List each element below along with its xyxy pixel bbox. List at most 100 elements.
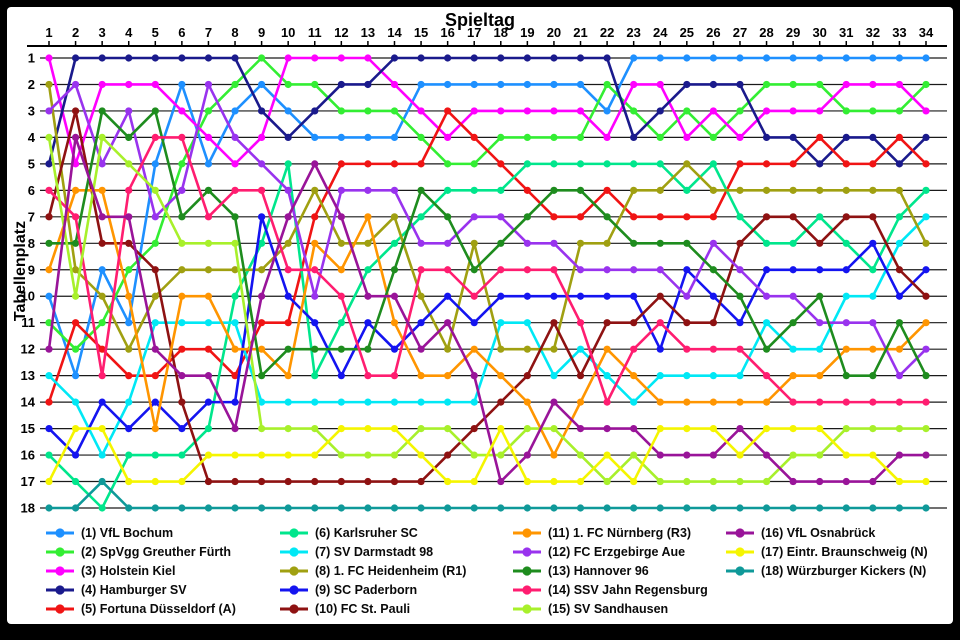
data-point — [258, 54, 266, 62]
data-point — [178, 345, 186, 353]
data-point — [71, 398, 80, 406]
data-point — [337, 345, 345, 353]
x-tick-label: 24 — [653, 25, 668, 40]
data-point — [630, 160, 638, 168]
data-point — [444, 54, 452, 62]
data-point — [736, 133, 744, 142]
data-point — [550, 451, 558, 459]
data-point — [497, 107, 505, 115]
series-line — [47, 109, 927, 483]
data-point — [45, 477, 53, 486]
data-point — [151, 107, 159, 115]
y-tick-label: 15 — [21, 421, 35, 436]
data-point — [258, 319, 266, 327]
chart-canvas: Spieltag Tabellenplatz 1 2 3 4 5 6 7 8 9 10 11 12 13… — [7, 7, 953, 624]
data-point — [789, 398, 797, 406]
series-16 — [45, 133, 930, 486]
data-point — [709, 451, 717, 459]
data-point — [523, 54, 531, 62]
series-9 — [45, 213, 930, 459]
data-point — [390, 477, 399, 486]
data-point — [151, 266, 159, 274]
data-point — [762, 133, 771, 142]
data-point — [523, 345, 531, 353]
data-point — [258, 107, 266, 115]
data-point — [98, 292, 106, 300]
data-point — [284, 504, 292, 512]
data-point — [284, 266, 292, 274]
data-point — [736, 80, 744, 89]
data-point — [444, 133, 452, 142]
data-point — [895, 80, 904, 89]
data-point — [789, 54, 797, 62]
data-point — [762, 424, 771, 433]
x-tick-label: 1 — [45, 25, 52, 40]
data-point — [178, 424, 186, 433]
data-point — [417, 345, 425, 353]
data-point — [523, 372, 531, 380]
data-point — [204, 239, 213, 247]
data-point — [630, 451, 638, 459]
data-point — [284, 477, 292, 486]
data-point — [895, 186, 904, 194]
data-point — [151, 398, 159, 406]
data-point — [895, 372, 904, 380]
data-point — [417, 133, 425, 142]
data-point — [550, 504, 558, 512]
data-point — [550, 133, 558, 142]
data-point — [178, 133, 186, 142]
data-point — [869, 160, 877, 168]
x-tick-label: 6 — [178, 25, 185, 40]
legend-item: (2) SpVgg Greuther Fürth — [45, 544, 236, 559]
data-point — [709, 398, 717, 406]
data-point — [470, 80, 478, 89]
data-point — [842, 266, 850, 274]
data-point — [709, 133, 717, 142]
data-point — [364, 54, 372, 62]
data-point — [311, 477, 319, 486]
series-line — [49, 109, 928, 377]
data-point — [709, 213, 717, 221]
data-point — [390, 372, 399, 380]
x-tick-label: 14 — [387, 25, 402, 40]
x-tick-label: 12 — [334, 25, 348, 40]
x-tick-label: 3 — [99, 25, 106, 40]
legend-item: (4) Hamburger SV — [45, 582, 236, 597]
data-point — [337, 424, 345, 433]
data-point — [497, 372, 505, 380]
data-point — [364, 266, 372, 274]
data-point — [842, 186, 850, 194]
x-tick-label: 15 — [414, 25, 428, 40]
legend-marker-icon — [280, 603, 308, 614]
data-point — [178, 186, 186, 194]
data-point — [444, 239, 452, 247]
data-point — [683, 160, 691, 168]
data-point — [656, 266, 664, 274]
data-point — [284, 213, 292, 221]
data-point — [231, 266, 239, 274]
data-point — [576, 424, 585, 433]
data-point — [816, 372, 824, 380]
data-point — [364, 451, 372, 459]
series-10 — [45, 107, 930, 486]
data-point — [683, 107, 691, 115]
data-point — [736, 398, 744, 406]
data-point — [178, 80, 186, 89]
data-point — [390, 292, 399, 300]
data-point — [762, 80, 771, 89]
data-point — [869, 477, 877, 486]
data-point — [311, 451, 319, 459]
data-point — [869, 424, 877, 433]
data-point — [125, 345, 133, 353]
data-point — [497, 424, 505, 433]
data-point — [390, 186, 399, 194]
legend-marker-icon — [513, 527, 541, 538]
data-point — [125, 239, 133, 247]
x-tick-label: 5 — [152, 25, 159, 40]
series-line — [47, 56, 927, 166]
data-point — [337, 54, 345, 62]
data-point — [895, 266, 904, 274]
data-point — [444, 292, 452, 300]
data-point — [683, 292, 691, 300]
data-point — [922, 266, 930, 274]
